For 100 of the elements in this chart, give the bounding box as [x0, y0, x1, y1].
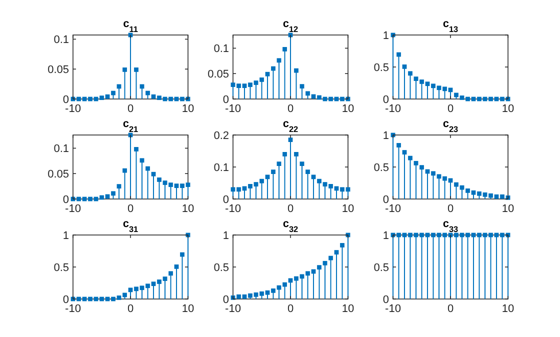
point	[254, 80, 258, 85]
point	[420, 165, 424, 170]
x-tick-label: -10	[225, 203, 241, 215]
x-tick-label: 10	[502, 203, 514, 215]
point	[346, 187, 350, 192]
point	[260, 291, 264, 296]
point	[322, 182, 328, 186]
point	[402, 150, 407, 154]
y-tick-label: 0.5	[374, 62, 389, 74]
point	[466, 188, 470, 193]
x-tick-label: 0	[287, 203, 294, 215]
point	[282, 282, 287, 287]
point	[174, 184, 179, 188]
point	[334, 186, 339, 191]
y-tick-label: 0	[62, 194, 69, 206]
point	[151, 172, 156, 176]
y-tick-label: 0.05	[48, 168, 69, 181]
point	[408, 71, 412, 76]
y-tick-label: 0	[222, 194, 229, 206]
point	[140, 158, 144, 163]
point	[186, 182, 190, 187]
point	[420, 80, 424, 84]
point	[288, 278, 293, 283]
point	[242, 186, 247, 191]
point	[448, 88, 453, 92]
point	[151, 282, 156, 286]
point	[431, 171, 436, 176]
chart-title: c$_{23}$	[442, 118, 459, 134]
point	[328, 256, 333, 260]
x-tick-label: 10	[182, 303, 194, 315]
x-tick-label: 0	[287, 103, 294, 115]
x-tick-label: -10	[385, 203, 401, 215]
point	[482, 192, 488, 197]
point	[134, 286, 138, 292]
chart-title: c$_{12}$	[282, 18, 299, 34]
chart-title: c$_{21}$	[122, 118, 139, 134]
point	[425, 82, 430, 86]
y-tick-label: 0.5	[374, 162, 389, 174]
x-tick-label: 0	[447, 103, 454, 115]
point	[230, 187, 236, 192]
y-tick-label: 0	[62, 294, 69, 306]
point	[436, 86, 442, 90]
point	[265, 72, 270, 76]
point	[271, 66, 276, 71]
chart-title: c$_{32}$	[282, 218, 299, 234]
point	[431, 84, 436, 88]
y-tick-label: 1	[382, 230, 389, 242]
point	[300, 162, 304, 166]
point	[146, 284, 150, 288]
point	[260, 78, 264, 82]
point	[442, 176, 447, 181]
x-tick-label: 10	[342, 303, 354, 315]
x-tick-label: 10	[342, 103, 354, 115]
point	[116, 84, 122, 89]
point	[111, 90, 116, 96]
point	[254, 182, 258, 186]
point	[294, 276, 298, 281]
point	[265, 174, 270, 180]
point	[260, 178, 264, 184]
point	[122, 168, 127, 173]
point	[396, 52, 401, 57]
point	[157, 280, 162, 284]
point	[442, 86, 447, 92]
point	[288, 138, 293, 142]
point	[146, 166, 150, 171]
x-tick-label: -10	[225, 103, 241, 115]
x-tick-label: 10	[342, 203, 354, 215]
point	[414, 76, 418, 81]
y-tick-label: 0	[62, 94, 69, 106]
point	[317, 265, 322, 270]
point	[146, 90, 150, 96]
point	[116, 184, 122, 188]
point	[396, 143, 401, 148]
point	[306, 91, 310, 96]
y-tick-label: 0	[382, 94, 389, 106]
y-tick-label: 0.1	[214, 162, 229, 174]
point	[408, 156, 412, 160]
y-tick-label: 0	[382, 294, 389, 306]
point	[300, 274, 304, 279]
point	[414, 160, 418, 166]
x-tick-label: 10	[182, 103, 194, 115]
point	[340, 243, 344, 248]
x-tick-label: 0	[127, 103, 134, 115]
y-tick-label: 0	[382, 194, 389, 206]
y-tick-label: 0	[222, 294, 229, 306]
point	[128, 288, 133, 292]
x-tick-label: -10	[65, 103, 81, 115]
point	[242, 84, 247, 88]
x-tick-label: 0	[447, 303, 454, 315]
point	[111, 191, 116, 196]
point	[168, 271, 173, 276]
y-tick-label: 0.1	[54, 143, 69, 156]
y-tick-label: 0.1	[54, 34, 69, 46]
x-tick-label: 0	[447, 203, 454, 215]
y-tick-label: 0.2	[214, 130, 229, 142]
point	[300, 84, 304, 88]
point	[265, 290, 270, 295]
x-tick-label: 0	[127, 303, 134, 315]
point	[402, 64, 407, 69]
point	[340, 187, 344, 192]
